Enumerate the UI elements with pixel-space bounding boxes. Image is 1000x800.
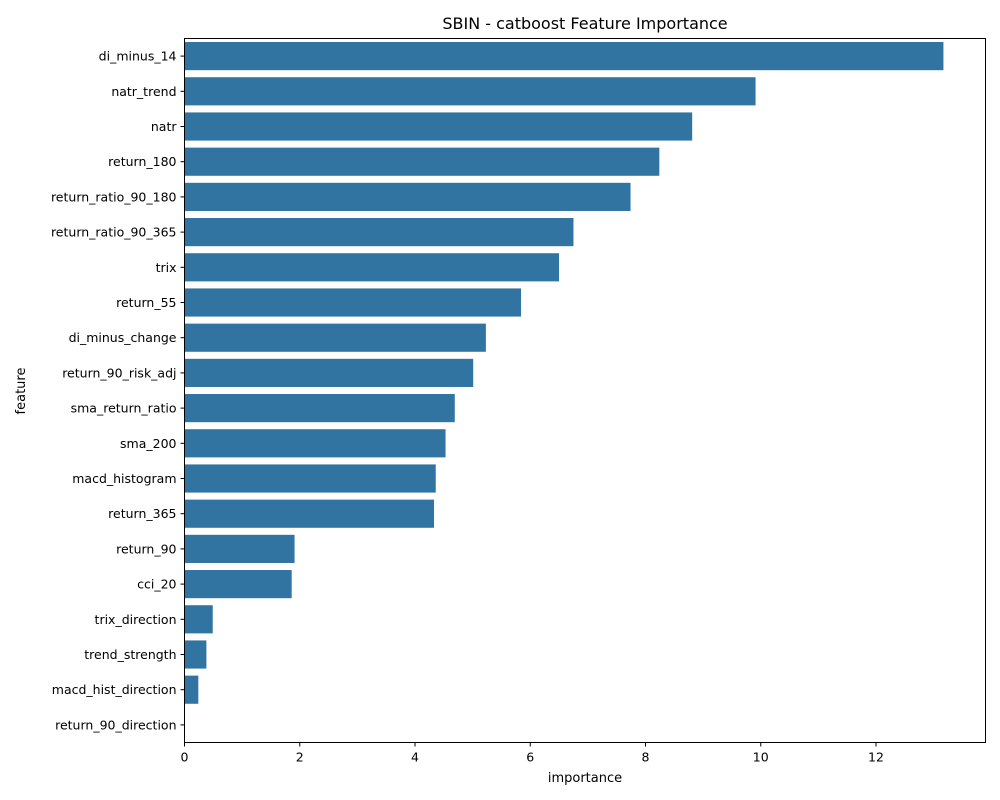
bar-return_90: [184, 534, 295, 563]
y-tick-label: natr: [151, 119, 177, 134]
bar-sma_200: [184, 429, 446, 458]
y-tick-label: di_minus_change: [69, 330, 177, 345]
y-tick-label: return_180: [108, 154, 176, 169]
bar-sma_return_ratio: [184, 394, 455, 423]
y-tick-label: return_ratio_90_365: [51, 225, 177, 240]
x-axis-label: importance: [548, 771, 622, 786]
bar-di_minus_14: [184, 42, 944, 71]
bars-group: [184, 42, 944, 704]
x-tick-label: 10: [753, 750, 769, 765]
bar-return_90_risk_adj: [184, 358, 474, 387]
plot-frame: [184, 38, 986, 743]
x-tick-label: 4: [411, 750, 419, 765]
bar-return_ratio_90_180: [184, 182, 631, 211]
x-tick-label: 2: [296, 750, 304, 765]
bar-cci_20: [184, 570, 292, 599]
y-tick-label: return_90_direction: [55, 717, 176, 732]
y-tick-label: sma_200: [120, 436, 177, 451]
y-tick-label: trend_strength: [84, 647, 176, 662]
bar-natr_trend: [184, 77, 756, 106]
x-tick-label: 0: [181, 750, 189, 765]
x-tick-label: 6: [526, 750, 534, 765]
y-tick-label: sma_return_ratio: [71, 401, 177, 416]
bar-return_ratio_90_365: [184, 218, 574, 247]
bar-macd_histogram: [184, 464, 436, 493]
y-tick-label: return_55: [116, 295, 176, 310]
bar-natr: [184, 112, 693, 141]
y-axis-label: feature: [14, 368, 29, 415]
chart-title: SBIN - catboost Feature Importance: [442, 14, 727, 33]
y-tick-label: macd_histogram: [72, 471, 176, 486]
y-tick-label: return_90: [116, 541, 176, 556]
y-tick-label: di_minus_14: [99, 49, 177, 64]
bar-trix_direction: [184, 605, 213, 634]
y-tick-label: return_365: [108, 506, 176, 521]
y-tick-label: return_90_risk_adj: [62, 365, 176, 380]
bar-return_180: [184, 147, 660, 176]
y-tick-label: cci_20: [137, 577, 176, 592]
x-ticks: 0 2 4 6 8 10 12: [181, 742, 884, 765]
y-tick-label: macd_hist_direction: [52, 682, 177, 697]
bar-return_365: [184, 499, 435, 528]
x-tick-label: 8: [642, 750, 650, 765]
bar-di_minus_change: [184, 323, 486, 352]
bar-trend_strength: [184, 640, 207, 669]
y-tick-label: trix_direction: [95, 612, 177, 627]
y-tick-label: natr_trend: [111, 84, 176, 99]
bar-return_55: [184, 288, 522, 317]
y-tick-label: return_ratio_90_180: [51, 189, 177, 204]
y-tick-label: trix: [156, 260, 177, 275]
x-tick-label: 12: [868, 750, 884, 765]
bar-macd_hist_direction: [184, 675, 199, 704]
bar-trix: [184, 253, 560, 282]
